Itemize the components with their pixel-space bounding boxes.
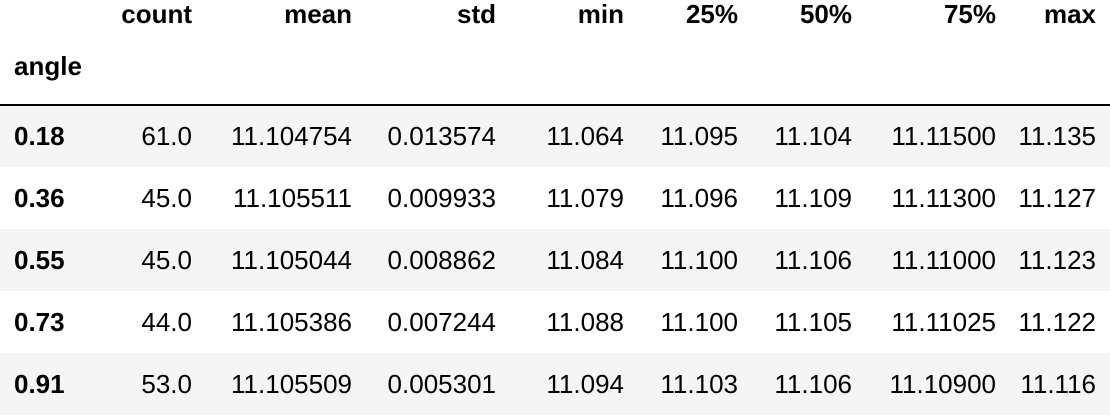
table-cell: 11.105044 [231, 244, 352, 275]
table-cell: 53.0 [141, 368, 192, 399]
table-cell: 11.116 [1020, 368, 1096, 399]
empty-header-cell [1010, 28, 1110, 106]
empty-header-cell [866, 28, 1010, 106]
row-label: 0.18 [14, 121, 65, 151]
table-cell: 11.104754 [231, 121, 352, 151]
empty-header-cell [638, 28, 752, 106]
table-cell: 11.11300 [891, 182, 996, 213]
column-header: min [577, 0, 624, 28]
table-cell: 11.094 [546, 368, 624, 399]
corner-cell [0, 0, 100, 28]
table-cell: 11.105509 [231, 368, 352, 399]
empty-header-cell [100, 28, 206, 106]
column-header: 75% [943, 0, 996, 28]
table-cell: 11.135 [1018, 121, 1096, 151]
table-cell: 11.064 [546, 121, 624, 151]
column-header: 25% [685, 0, 738, 28]
table-cell: 45.0 [141, 244, 192, 275]
row-label: 0.91 [14, 368, 65, 399]
empty-header-cell [752, 28, 866, 106]
table-cell: 11.106 [774, 244, 852, 275]
table-cell: 11.11000 [891, 244, 996, 275]
table-row: 0.73 44.0 11.105386 0.007244 11.088 11.1… [0, 291, 1110, 353]
table-cell: 0.008862 [387, 244, 496, 275]
table-cell: 11.105386 [231, 306, 352, 337]
table-cell: 0.009933 [387, 182, 496, 213]
table-row: 0.55 45.0 11.105044 0.008862 11.084 11.1… [0, 229, 1110, 291]
table-row: 0.18 61.0 11.104754 0.013574 11.064 11.0… [0, 105, 1110, 167]
table-cell: 11.096 [660, 182, 738, 213]
table-row: 0.36 45.0 11.105511 0.009933 11.079 11.0… [0, 167, 1110, 229]
table-cell: 0.007244 [387, 306, 496, 337]
table-cell: 11.106 [774, 368, 852, 399]
table-cell: 0.013574 [387, 121, 496, 151]
table-cell: 11.105 [774, 306, 852, 337]
table-cell: 11.123 [1018, 244, 1096, 275]
table-cell: 11.104 [774, 121, 852, 151]
row-label: 0.73 [14, 306, 65, 337]
table-cell: 11.084 [546, 244, 624, 275]
table-cell: 11.11025 [891, 306, 996, 337]
table-cell: 11.103 [660, 368, 738, 399]
table-cell: 11.079 [546, 182, 624, 213]
table-cell: 11.109 [774, 182, 852, 213]
table-body: 0.18 61.0 11.104754 0.013574 11.064 11.0… [0, 105, 1110, 415]
table-cell: 11.088 [546, 306, 624, 337]
table-cell: 11.127 [1018, 182, 1096, 213]
table-cell: 11.100 [660, 306, 738, 337]
table-cell: 11.11500 [891, 121, 996, 151]
index-name: angle [0, 28, 100, 106]
table-row: 0.91 53.0 11.105509 0.005301 11.094 11.1… [0, 353, 1110, 415]
column-header: std [457, 0, 496, 28]
table-cell: 0.005301 [387, 368, 496, 399]
column-header: count [121, 0, 192, 28]
empty-header-cell [206, 28, 366, 106]
column-header: max [1043, 0, 1096, 28]
empty-header-cell [510, 28, 638, 106]
table-cell: 11.095 [660, 121, 738, 151]
table-cell: 44.0 [141, 306, 192, 337]
column-header: 50% [799, 0, 852, 28]
table-cell: 11.10900 [889, 368, 996, 399]
empty-header-cell [366, 28, 510, 106]
table-cell: 11.100 [660, 244, 738, 275]
table-cell: 61.0 [141, 121, 192, 151]
table-cell: 11.122 [1018, 306, 1096, 337]
index-name-row: angle [0, 28, 1110, 106]
column-header: mean [284, 0, 352, 28]
table-cell: 11.105511 [232, 182, 352, 213]
column-header-row: count mean std min 25% 50% 75% max [0, 0, 1110, 28]
row-label: 0.55 [14, 244, 65, 275]
table-header: count mean std min 25% 50% 75% max angle [0, 0, 1110, 106]
row-label: 0.36 [14, 182, 65, 213]
table-cell: 45.0 [141, 182, 192, 213]
